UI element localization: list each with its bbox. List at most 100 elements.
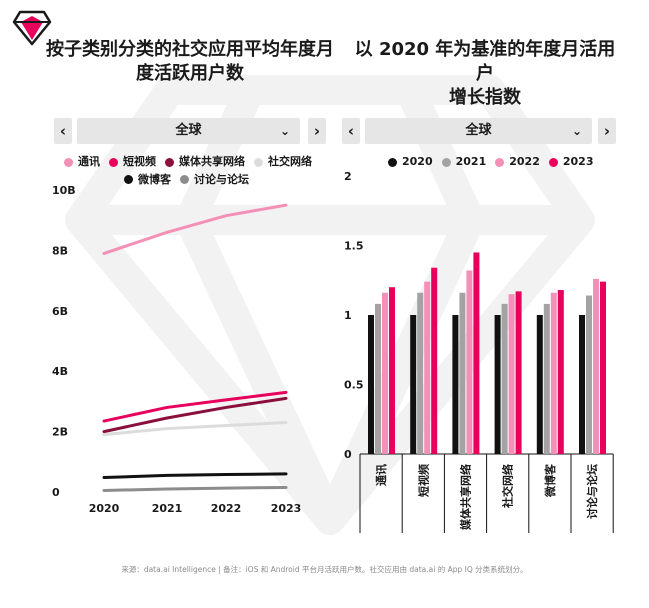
x-category-label: 通讯 <box>375 464 388 486</box>
source-footnote: 来源：data.ai Intelligence | 备注：iOS 和 Andro… <box>121 565 528 574</box>
bar <box>375 303 381 454</box>
legend-swatch <box>165 157 174 167</box>
y-tick-label: 2 <box>344 170 352 183</box>
legend-swatch <box>495 157 505 167</box>
left-next-button[interactable]: › <box>308 118 326 144</box>
legend-swatch <box>441 157 451 167</box>
right-next-button[interactable]: › <box>598 118 616 144</box>
bar <box>473 252 480 454</box>
bar <box>459 292 466 454</box>
legend-label: 媒体共享网络 <box>179 155 245 168</box>
right-title-line-1: 以 2020 年为基准的年度月活用户 <box>354 39 616 84</box>
x-category-label: 短视频 <box>416 464 430 497</box>
legend-swatch <box>124 175 133 184</box>
y-tick-label: 8B <box>52 244 68 257</box>
x-tick-label: 2022 <box>211 502 242 515</box>
legend-item[interactable]: 2020 <box>388 154 433 170</box>
chevron-down-icon: ⌄ <box>279 124 290 138</box>
legend-item[interactable]: 通讯 <box>64 154 100 170</box>
x-category-label: 讨论与论坛 <box>585 464 599 519</box>
legend-item[interactable]: 2023 <box>548 154 594 170</box>
x-tick-label: 2021 <box>152 502 183 515</box>
legend-item[interactable]: 微博客 <box>124 172 171 188</box>
line-chart: 0 2B 4B 6B 8B 10B 2020 2021 2022 2023 <box>52 184 302 515</box>
bar <box>536 315 543 454</box>
legend-swatch <box>109 157 118 167</box>
bar <box>417 292 424 454</box>
bar <box>382 292 388 454</box>
right-chart-title: 以 2020 年为基准的年度月活用户 增长指数 <box>350 38 620 110</box>
series-line <box>102 390 288 423</box>
left-region-dropdown[interactable]: 全球 ⌄ <box>77 118 300 144</box>
legend-label: 通讯 <box>78 155 100 168</box>
bar <box>410 315 417 454</box>
bar <box>586 295 592 454</box>
right-region-label: 全球 <box>465 123 492 138</box>
bar <box>452 315 459 454</box>
bar <box>557 289 564 454</box>
y-tick-label: 2B <box>52 426 68 439</box>
x-tick-label: 2020 <box>89 502 120 515</box>
legend-label: 2020 <box>402 155 433 168</box>
left-chart-title: 按子类别分类的社交应用平均年度月 度活跃用户数 <box>40 38 340 86</box>
bar <box>508 294 515 454</box>
legend-swatch <box>180 175 189 184</box>
right-prev-button[interactable]: ‹ <box>342 118 360 144</box>
y-tick-label: 4B <box>52 365 68 378</box>
legend-item[interactable]: 媒体共享网络 <box>165 154 245 170</box>
legend-item[interactable]: 社交网络 <box>254 154 312 170</box>
legend-label: 2023 <box>562 155 594 168</box>
legend-label: 微博客 <box>138 172 171 186</box>
bar <box>389 287 395 454</box>
legend-item[interactable]: 短视频 <box>109 154 156 170</box>
y-tick-label: 0.5 <box>344 379 364 392</box>
bar <box>466 270 473 454</box>
legend-swatch <box>388 157 397 167</box>
y-tick-label: 6B <box>52 305 68 318</box>
bar <box>494 315 501 454</box>
legend-label: 短视频 <box>123 155 156 168</box>
right-region-dropdown[interactable]: 全球 ⌄ <box>365 118 592 144</box>
y-tick-label: 10B <box>52 184 76 197</box>
bar <box>515 291 522 454</box>
right-legend: 2020 2021 2022 2023 <box>388 154 608 172</box>
left-region-label: 全球 <box>175 123 202 138</box>
left-title-line-2: 度活跃用户数 <box>136 63 244 84</box>
bar <box>501 303 508 454</box>
left-legend: 通讯 短视频 媒体共享网络 社交网络微博客 讨论与论坛 <box>64 154 324 189</box>
bar <box>368 315 374 454</box>
series-line <box>102 472 288 480</box>
legend-item[interactable]: 2021 <box>441 154 487 170</box>
series-line <box>102 421 288 437</box>
legend-swatch <box>64 157 73 167</box>
bar-chart: 0 0.5 1 1.5 2 通讯 短视频 媒体共享网络 社交网络 微博客 讨论与论坛 <box>344 170 614 533</box>
left-prev-button[interactable]: ‹ <box>54 118 72 144</box>
series-line <box>102 396 288 434</box>
legend-swatch <box>254 157 263 167</box>
chevron-down-icon: ⌄ <box>571 124 582 138</box>
y-tick-label: 0 <box>344 448 352 461</box>
x-category-label: 微博客 <box>543 463 557 498</box>
bar <box>593 278 599 454</box>
legend-swatch <box>548 157 558 167</box>
legend-label: 讨论与论坛 <box>194 172 249 186</box>
legend-item[interactable]: 讨论与论坛 <box>180 172 249 188</box>
series-line <box>102 203 288 255</box>
bar <box>600 281 606 454</box>
legend-item[interactable]: 2022 <box>495 154 540 170</box>
right-title-line-2: 增长指数 <box>449 87 521 108</box>
bar <box>550 292 557 454</box>
y-tick-label: 0 <box>52 486 60 499</box>
y-tick-label: 1.5 <box>344 240 364 253</box>
x-category-label: 媒体共享网络 <box>459 464 473 531</box>
legend-label: 2022 <box>509 155 540 168</box>
x-tick-label: 2023 <box>271 502 302 515</box>
y-tick-label: 1 <box>344 309 352 322</box>
legend-label: 社交网络 <box>268 155 312 168</box>
legend-label: 2021 <box>455 155 487 168</box>
x-category-label: 社交网络 <box>501 464 515 509</box>
series-line <box>102 485 288 492</box>
bar <box>579 315 585 454</box>
bar <box>431 267 438 454</box>
bar <box>543 303 550 454</box>
